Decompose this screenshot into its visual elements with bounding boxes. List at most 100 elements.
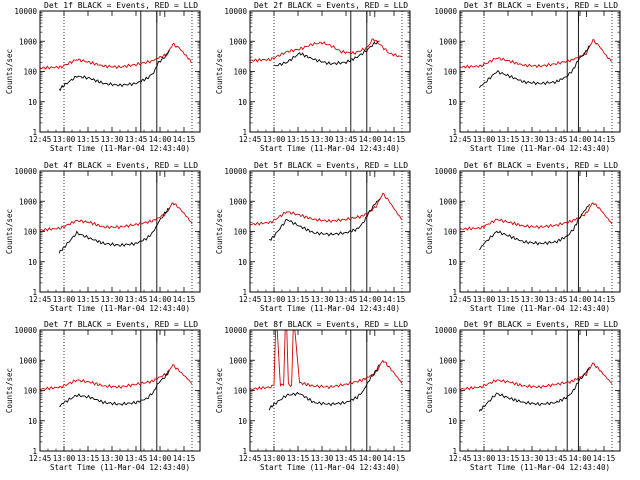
panel-8-ytick-label: 10 [238,417,248,426]
panel-6-ytick-label: 1000 [439,197,458,206]
panel-4-ytick-label: 10 [28,258,38,267]
panel-2-xtick-label: 14:15 [383,135,406,144]
panel-5: Det 5f BLACK = Events, RED = LLD 1 10 100 10… [215,161,411,313]
panel-6-xtick-label: 12:45 [449,295,472,304]
panel-9: Det 9f BLACK = Events, RED = LLD 1 10 100 10… [425,320,621,472]
panel-9-title: Det 9f BLACK = Events, RED = LLD [464,320,618,329]
panel-8-ytick-label: 10000 [224,326,247,335]
panel-2-title: Det 2f BLACK = Events, RED = LLD [254,1,408,10]
panel-5-lld-series [249,192,403,226]
panel-6-ytick-label: 10 [448,258,458,267]
panel-3-xlabel: Start Time (11-Mar-04 12:43:40) [470,144,610,153]
panel-5-xtick-label: 14:15 [383,295,406,304]
panel-4-xlabel: Start Time (11-Mar-04 12:43:40) [50,304,190,313]
panel-2-xtick-label: 14:00 [359,135,382,144]
panel-8: Det 8f BLACK = Events, RED = LLD 1 10 100 10… [215,320,411,472]
panel-6-ytick-label: 100 [443,228,457,237]
panel-3: Det 3f BLACK = Events, RED = LLD 1 10 100 10… [425,1,621,153]
panel-3-ytick-label: 1000 [439,37,458,46]
panel-5-xtick-label: 14:00 [359,295,382,304]
panel-5-ylabel: Counts/sec [215,209,224,254]
panel-3-ylabel: Counts/sec [425,49,434,94]
panel-9-xtick-label: 13:45 [545,454,568,463]
panel-8-xtick-label: 14:00 [359,454,382,463]
panel-8-ytick-label: 100 [233,387,247,396]
panel-7-ylabel: Counts/sec [5,368,14,413]
panel-1-xtick-label: 12:45 [29,135,52,144]
panel-2-xtick-label: 13:15 [287,135,310,144]
panel-4-ytick-label: 1000 [19,197,38,206]
panel-1-ytick-label: 1000 [19,37,38,46]
panel-8-xtick-label: 12:45 [239,454,262,463]
panel-4-interval-bracket [156,170,166,183]
panel-7-frame [39,329,201,452]
panel-3-ytick-label: 1 [452,128,457,137]
panel-8-events-series [268,364,380,411]
panel-9-xtick-label: 12:45 [449,454,472,463]
panel-7-interval-bracket [156,329,166,342]
panel-1-xlabel: Start Time (11-Mar-04 12:43:40) [50,144,190,153]
panel-4-xtick-label: 13:30 [101,295,124,304]
panel-9-ytick-label: 10000 [434,326,457,335]
panel-6-ylabel: Counts/sec [425,209,434,254]
panel-2-lld-series [249,38,403,63]
panel-5-xtick-label: 13:45 [335,295,358,304]
panel-2-ytick-label: 10000 [224,7,247,16]
panel-8-xtick-label: 13:30 [311,454,334,463]
panel-9-xtick-label: 14:15 [593,454,616,463]
panel-9-xtick-label: 13:15 [497,454,520,463]
panel-1-xtick-label: 14:00 [149,135,172,144]
panel-3-xtick-label: 13:45 [545,135,568,144]
panel-8-ytick-label: 1 [242,447,247,456]
panel-2-xtick-label: 13:30 [311,135,334,144]
panel-4-xtick-label: 14:15 [173,295,196,304]
panel-7-ytick-label: 100 [23,387,37,396]
panel-6-xtick-label: 13:45 [545,295,568,304]
panel-1-events-series [58,50,170,92]
panel-1-title: Det 1f BLACK = Events, RED = LLD [44,1,198,10]
panel-1-frame [39,10,201,133]
panel-4-xtick-label: 13:15 [77,295,100,304]
panel-5-ytick-label: 1000 [229,197,248,206]
panel-5-title: Det 5f BLACK = Events, RED = LLD [254,161,408,170]
panel-1-ytick-label: 1 [32,128,37,137]
panel-2-xlabel: Start Time (11-Mar-04 12:43:40) [260,144,400,153]
panel-5-xlabel: Start Time (11-Mar-04 12:43:40) [260,304,400,313]
panel-2-ylabel: Counts/sec [215,49,224,94]
panel-5-frame [249,170,411,293]
panel-2-xtick-label: 12:45 [239,135,262,144]
panel-6-xtick-label: 13:00 [473,295,496,304]
panel-7-ytick-label: 1 [32,447,37,456]
panel-1-xtick-label: 13:45 [125,135,148,144]
panel-9-ytick-label: 1000 [439,356,458,365]
panel-7-xtick-label: 13:00 [53,454,76,463]
panel-1-ytick-label: 10000 [14,7,37,16]
panel-1-xtick-label: 13:15 [77,135,100,144]
panel-9-ytick-label: 10 [448,417,458,426]
panel-3-xtick-label: 13:00 [473,135,496,144]
panel-2-ytick-label: 1000 [229,37,248,46]
panel-2-ytick-label: 1 [242,128,247,137]
panel-1-xtick-label: 13:00 [53,135,76,144]
panel-7-events-series [59,370,170,407]
panel-3-ytick-label: 10000 [434,7,457,16]
panel-2-interval-bracket [366,10,376,23]
panel-8-xtick-label: 13:15 [287,454,310,463]
panel-4-xtick-label: 13:45 [125,295,148,304]
panel-3-events-series [478,45,590,89]
panel-6-events-series [478,203,590,251]
panel-5-ytick-label: 10000 [224,167,247,176]
panel-4-ytick-label: 10000 [14,167,37,176]
panel-7-xlabel: Start Time (11-Mar-04 12:43:40) [50,463,190,472]
panel-6-ytick-label: 1 [452,288,457,297]
panel-3-frame [459,10,621,133]
panel-7-xtick-label: 13:45 [125,454,148,463]
panel-4: Det 4f BLACK = Events, RED = LLD 1 10 100 10… [5,161,201,313]
panel-2-frame [249,10,411,133]
panel-2-events-series [273,40,380,67]
panel-6-xtick-label: 14:00 [569,295,592,304]
panel-9-xtick-label: 14:00 [569,454,592,463]
panel-4-xtick-label: 13:00 [53,295,76,304]
panel-1-xtick-label: 14:15 [173,135,196,144]
panel-8-xtick-label: 13:00 [263,454,286,463]
